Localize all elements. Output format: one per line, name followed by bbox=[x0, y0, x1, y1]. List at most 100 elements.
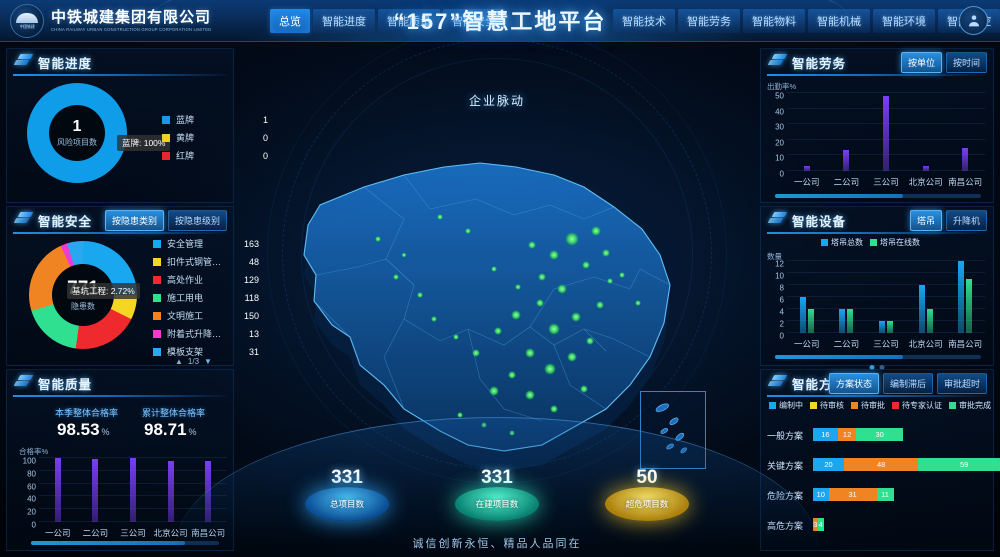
bar[interactable] bbox=[130, 458, 136, 522]
pager-position: 1/3 bbox=[187, 357, 200, 366]
plan-tab-0[interactable]: 方案状态 bbox=[828, 373, 879, 394]
bar[interactable] bbox=[843, 149, 850, 171]
bar[interactable] bbox=[167, 461, 174, 522]
nav-item-right-0[interactable]: 智能技术 bbox=[613, 9, 675, 33]
safety-hazard-label: 隐患数 bbox=[71, 302, 95, 311]
legend-entry: 待审批 bbox=[851, 400, 885, 411]
legend-swatch bbox=[162, 151, 170, 160]
china-map[interactable] bbox=[254, 89, 740, 489]
quality-scrollbar[interactable] bbox=[31, 541, 219, 545]
y-tick-label: 0 bbox=[779, 331, 784, 341]
carousel-dot-2[interactable] bbox=[879, 365, 885, 370]
quality-bar-chart[interactable]: 0 20 40 60 80 100 一公司 二公司 三公司 北京公司 南昌公司 bbox=[23, 457, 227, 538]
plan-bar-segment[interactable]: 12 bbox=[837, 428, 857, 441]
labor-scrollbar[interactable] bbox=[775, 194, 981, 198]
nav-item-right-2[interactable]: 智能物料 bbox=[743, 9, 805, 33]
bar[interactable] bbox=[966, 279, 973, 333]
user-avatar-button[interactable] bbox=[959, 6, 988, 35]
safety-tab-0[interactable]: 按隐患类别 bbox=[104, 210, 164, 231]
nav-item-right-4[interactable]: 智能环境 bbox=[873, 9, 935, 33]
plan-bar-segment[interactable]: 3 bbox=[813, 518, 818, 531]
device-tab-1[interactable]: 升降机 bbox=[945, 210, 987, 231]
panel-divider bbox=[767, 74, 987, 76]
plan-bar-segment[interactable]: 30 bbox=[856, 428, 903, 441]
legend-swatch bbox=[153, 329, 161, 338]
plan-bar-segment[interactable]: 4 bbox=[817, 518, 824, 531]
bar[interactable] bbox=[879, 321, 885, 333]
bar[interactable] bbox=[839, 309, 846, 333]
plan-bar-segment[interactable]: 11 bbox=[876, 488, 894, 501]
nav-item-right-1[interactable]: 智能劳务 bbox=[678, 9, 740, 33]
legend-swatch bbox=[810, 402, 817, 409]
plan-stacked-bar[interactable]: 16 12 30 bbox=[813, 428, 903, 441]
device-carousel-dots[interactable] bbox=[869, 365, 885, 370]
x-axis-label: 一公司 bbox=[794, 339, 820, 349]
x-axis-label: 北京公司 bbox=[153, 528, 188, 538]
labor-tab-1[interactable]: 按时间 bbox=[945, 52, 987, 73]
legend-swatch bbox=[153, 275, 161, 284]
bar[interactable] bbox=[926, 309, 933, 333]
bar[interactable] bbox=[92, 458, 99, 522]
plan-bar-segment[interactable]: 20 bbox=[813, 458, 844, 471]
plan-bar-segment[interactable]: 16 bbox=[813, 428, 838, 441]
bar[interactable] bbox=[205, 460, 212, 522]
legend-value: 0 bbox=[262, 132, 268, 143]
pager-down-icon[interactable]: ▼ bbox=[204, 357, 212, 366]
quality-kpi-unit-1: % bbox=[188, 427, 197, 437]
nav-item-left-3[interactable]: 智能安全 bbox=[443, 9, 505, 33]
bar[interactable] bbox=[847, 309, 854, 333]
plan-bar-segment[interactable]: 59 bbox=[918, 458, 1000, 471]
primary-nav-left[interactable]: 总览 智能进度 智能质量 智能安全 bbox=[270, 9, 505, 33]
summary-pod-0[interactable]: 331 总项目数 bbox=[297, 467, 397, 521]
bar[interactable] bbox=[803, 166, 810, 171]
legend-entry: 塔吊总数 bbox=[821, 237, 863, 248]
bar[interactable] bbox=[918, 285, 925, 333]
bar[interactable] bbox=[962, 147, 969, 171]
bar[interactable] bbox=[883, 96, 889, 171]
bar[interactable] bbox=[54, 458, 61, 522]
bar[interactable] bbox=[922, 165, 929, 171]
plan-bar-segment[interactable]: 31 bbox=[828, 488, 877, 501]
device-bar-chart[interactable]: 0 2 4 6 8 10 12 一公司 二公司 三公司 北京公司 南昌公司 bbox=[775, 260, 985, 349]
nav-item-left-2[interactable]: 智能质量 bbox=[378, 9, 440, 33]
device-scrollbar[interactable] bbox=[775, 355, 981, 359]
grid-line: 2 bbox=[780, 320, 985, 329]
south-china-sea-inset-map[interactable] bbox=[640, 391, 706, 469]
labor-tab-0[interactable]: 按单位 bbox=[900, 52, 942, 73]
nav-item-right-3[interactable]: 智能机械 bbox=[808, 9, 870, 33]
device-tab-group[interactable]: 塔吊 升降机 bbox=[909, 210, 987, 231]
bar[interactable] bbox=[958, 261, 965, 333]
plan-stacked-bar[interactable]: 20 48 59 bbox=[813, 458, 1000, 471]
scrollbar-thumb[interactable] bbox=[31, 541, 186, 545]
labor-bar-chart[interactable]: 0 10 20 30 40 50 一公司 二公司 三公司 北京公司 南昌公司 bbox=[775, 92, 985, 187]
safety-legend-pager[interactable]: ▲ 1/3 ▼ bbox=[175, 357, 212, 366]
plan-row: 危险方案 10 31 11 bbox=[767, 488, 987, 502]
labor-tab-group[interactable]: 按单位 按时间 bbox=[900, 52, 987, 73]
legend-swatch bbox=[769, 402, 776, 409]
carousel-dot-1[interactable] bbox=[869, 365, 875, 370]
scrollbar-thumb[interactable] bbox=[775, 194, 903, 198]
scrollbar-thumb[interactable] bbox=[775, 355, 903, 359]
lightning-icon bbox=[767, 374, 788, 390]
nav-item-left-1[interactable]: 智能进度 bbox=[313, 9, 375, 33]
bar[interactable] bbox=[887, 321, 893, 333]
nav-item-left-0[interactable]: 总览 bbox=[270, 9, 310, 33]
safety-tab-group[interactable]: 按隐患类别 按隐患级别 bbox=[104, 210, 227, 231]
plan-bar-segment[interactable]: 10 bbox=[813, 488, 829, 501]
plan-stacked-bar[interactable]: 10 31 11 bbox=[813, 488, 894, 501]
plan-tab-1[interactable]: 编制滞后 bbox=[882, 373, 933, 394]
pager-up-icon[interactable]: ▲ bbox=[175, 357, 183, 366]
plan-bar-segment[interactable]: 48 bbox=[844, 458, 919, 471]
bar[interactable] bbox=[807, 309, 814, 333]
summary-pod-1[interactable]: 331 在建项目数 bbox=[447, 467, 547, 521]
plan-tab-group[interactable]: 方案状态 编制滞后 审批超时 bbox=[828, 373, 987, 394]
summary-pod-2[interactable]: 50 超危项目数 bbox=[597, 467, 697, 521]
primary-nav-right[interactable]: 智能技术智能劳务智能物料智能机械智能环境智能监控 bbox=[613, 9, 1000, 33]
bar[interactable] bbox=[799, 297, 806, 333]
device-tab-0[interactable]: 塔吊 bbox=[909, 210, 942, 231]
plan-tab-2[interactable]: 审批超时 bbox=[936, 373, 987, 394]
progress-donut-chart[interactable]: 1 风险项目数 bbox=[27, 83, 127, 183]
panel-header: 智能安全 按隐患类别 按隐患级别 bbox=[7, 207, 233, 234]
safety-tab-1[interactable]: 按隐患级别 bbox=[167, 210, 227, 231]
